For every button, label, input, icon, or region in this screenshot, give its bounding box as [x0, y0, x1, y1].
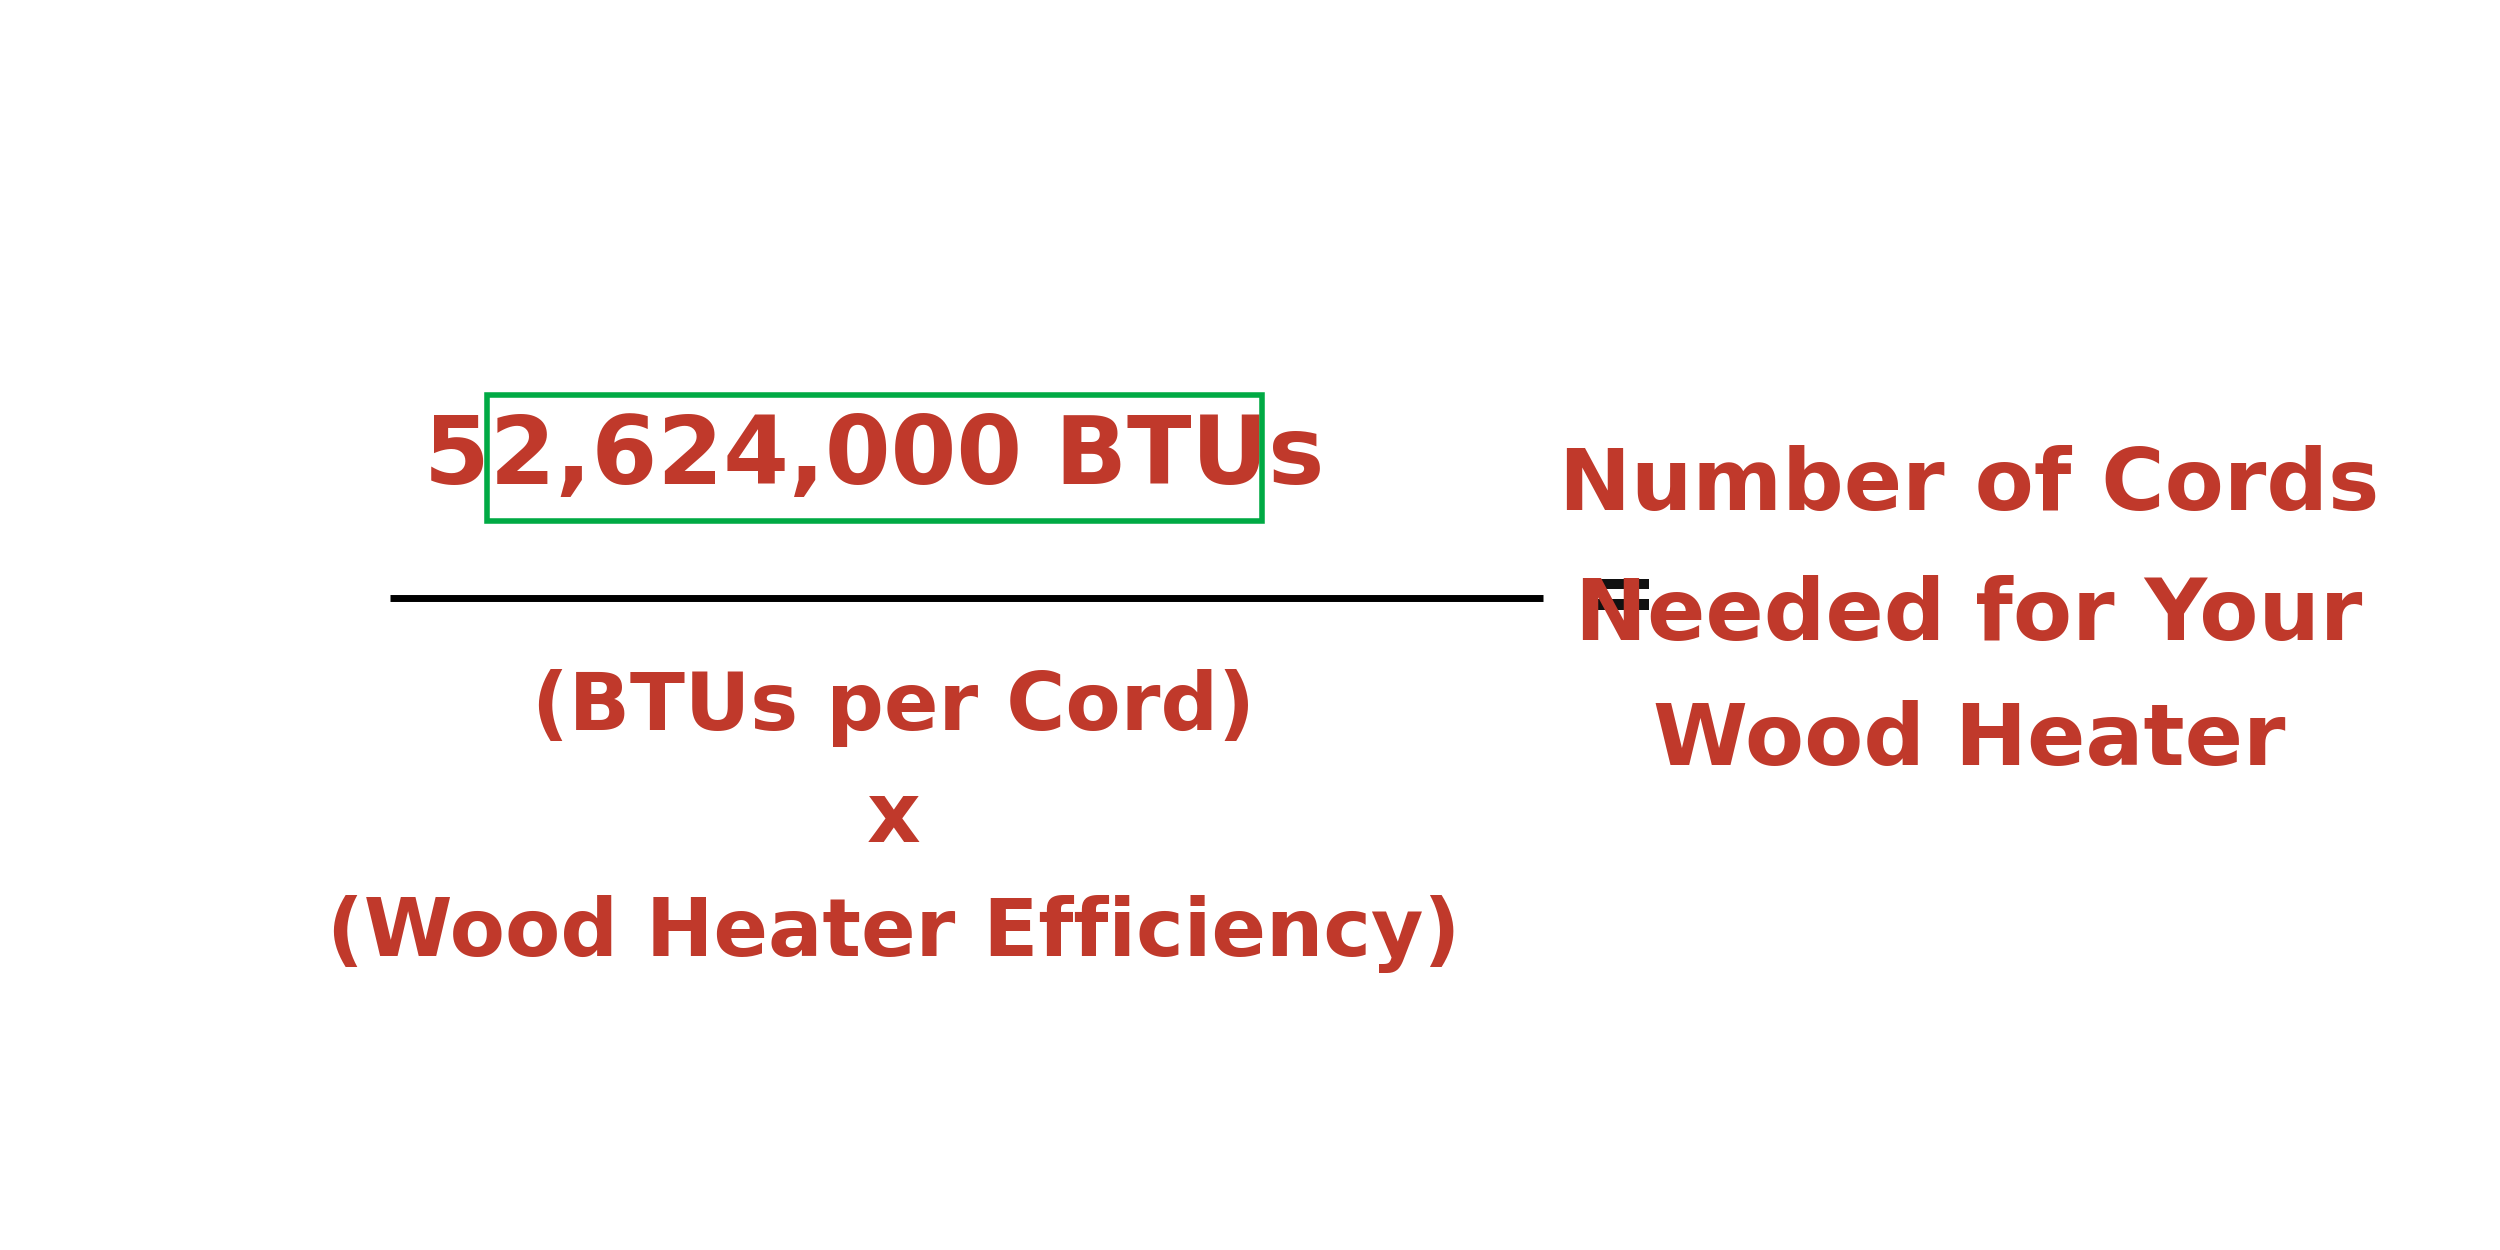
Text: Wood Heater: Wood Heater — [1652, 700, 2285, 784]
Text: (BTUs per Cord): (BTUs per Cord) — [532, 669, 1255, 747]
Text: x: x — [867, 779, 920, 860]
Text: Needed for Your: Needed for Your — [1575, 575, 2362, 659]
Text: (Wood Heater Efficiency): (Wood Heater Efficiency) — [328, 895, 1460, 974]
Text: Number of Cords: Number of Cords — [1560, 445, 2380, 529]
Text: 52,624,000 BTUs: 52,624,000 BTUs — [425, 412, 1325, 504]
Text: =: = — [1582, 554, 1658, 641]
